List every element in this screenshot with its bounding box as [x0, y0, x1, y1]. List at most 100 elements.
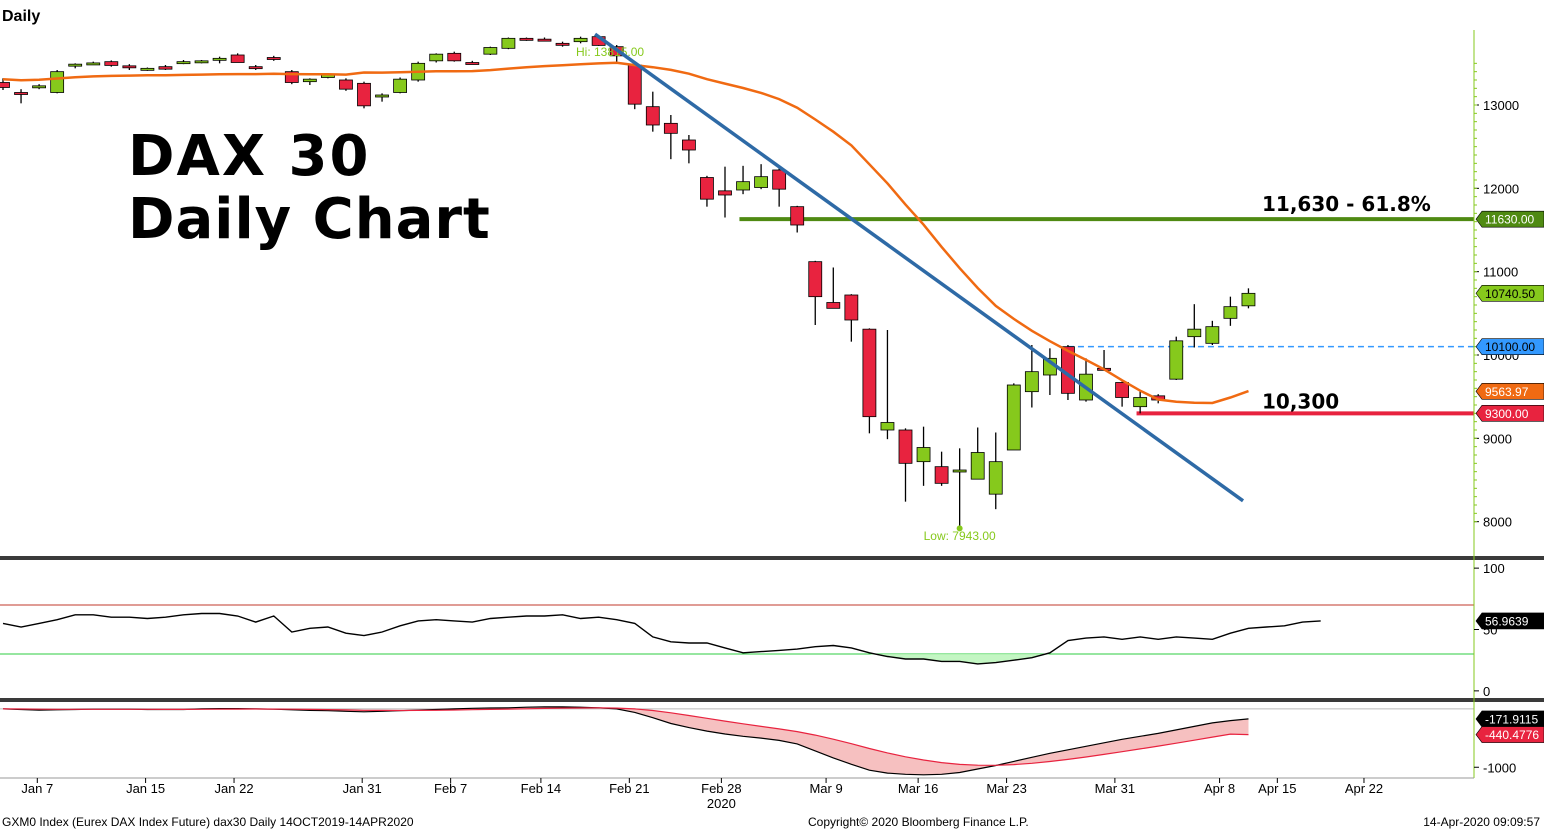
candle-up [212, 57, 227, 61]
macd-signal-line [2, 707, 1249, 766]
candle-down [465, 62, 480, 65]
x-tick-label: Feb 7 [434, 781, 467, 796]
candle-down [158, 66, 173, 70]
moving-average-line [2, 61, 1249, 405]
ma-price-tag-bg [1475, 383, 1544, 400]
candle-up [429, 53, 444, 62]
levels-layer: 11,630 - 61.8% 10,300 [739, 192, 1474, 416]
x-tick-label: Jan 31 [343, 781, 382, 796]
candle-up [375, 94, 389, 98]
candle-down [104, 61, 119, 66]
candle-down [284, 71, 299, 83]
candle-down [555, 42, 570, 46]
support-annotation: 10,300 [1262, 389, 1339, 413]
fib-annotation: 11,630 - 61.8% [1262, 192, 1431, 216]
x-tick-label: Jan 15 [126, 781, 165, 796]
trendline-layer [594, 32, 1245, 503]
price-y-tick-label: 8000 [1483, 515, 1512, 530]
candle-up [880, 422, 895, 431]
price-y-tick-label: 13000 [1483, 98, 1519, 113]
macd-fill [3, 706, 1249, 775]
last-price-tag: 10740.50 [1485, 287, 1535, 301]
chart-title-line1: DAX 30 [128, 124, 370, 189]
candle-up [1169, 340, 1184, 380]
candle-up [1133, 397, 1148, 408]
candle-down [663, 122, 678, 134]
candle-up [1223, 306, 1238, 319]
candle-down [14, 92, 28, 95]
last-price-tag-bg [1475, 284, 1544, 302]
rsi-y-tick-label: 100 [1483, 561, 1505, 576]
rsi-oversold-fill [3, 654, 1321, 664]
candle-up [736, 181, 750, 191]
macd-signal-tag-bg [1475, 726, 1544, 743]
ma-price-tag: 9563.97 [1485, 385, 1529, 399]
candle-down [862, 328, 877, 418]
rsi-y-tick-label: 0 [1483, 684, 1490, 699]
macd-y-tick-label: -1000 [1483, 760, 1516, 775]
candle-up [1205, 326, 1220, 344]
macd-last-tag-bg [1475, 710, 1544, 728]
candle-up [952, 469, 967, 473]
candle-down [826, 302, 841, 309]
candle-up [1006, 384, 1021, 451]
x-tick-label: Feb 28 [701, 781, 741, 796]
candle-down [627, 64, 642, 105]
candle-down [447, 52, 462, 62]
support-price-tag-bg [1475, 405, 1544, 422]
footer-right: 14-Apr-2020 09:09:57 [1423, 815, 1540, 829]
candle-up [86, 62, 101, 66]
candle-up [1187, 328, 1202, 338]
period-label: Daily [2, 8, 40, 25]
candle-up [194, 60, 209, 64]
x-tick-label: Mar 31 [1095, 781, 1135, 796]
candle-up [393, 78, 408, 93]
rsi-line [2, 612, 1321, 665]
x-tick-label: Feb 14 [521, 781, 561, 796]
candle-up [988, 461, 1003, 495]
candle-down [519, 37, 534, 41]
footer-left: GXM0 Index (Eurex DAX Index Future) dax3… [2, 815, 414, 829]
candle-up [501, 37, 516, 49]
candle-up [1241, 292, 1256, 307]
x-tick-label: Apr 8 [1204, 781, 1235, 796]
macd-signal-tag: -440.4776 [1485, 728, 1539, 742]
price-y-tick-label: 11000 [1483, 265, 1518, 280]
candle-down [0, 82, 10, 88]
x-year-label: 2020 [707, 796, 736, 811]
panel-separator-macd [0, 698, 1544, 702]
x-tick-label: Mar 23 [986, 781, 1026, 796]
candle-up [483, 47, 498, 55]
candle-down [339, 79, 353, 90]
candle-up [68, 63, 83, 67]
candle-down [898, 429, 913, 464]
candle-down [790, 206, 805, 226]
candle-down [266, 57, 281, 60]
candle-up [140, 67, 155, 71]
candle-down [1115, 382, 1129, 398]
candle-down [718, 190, 732, 196]
candle-down [682, 139, 696, 151]
price-y-tick-label: 12000 [1483, 181, 1519, 196]
candle-up [1024, 371, 1039, 393]
x-tick-label: Apr 22 [1345, 781, 1383, 796]
rsi-layer [0, 604, 1474, 665]
footer-center: Copyright© 2020 Bloomberg Finance L.P. [808, 815, 1029, 829]
macd-line [2, 706, 1249, 776]
candle-down [772, 169, 787, 190]
macd-last-tag: -171.9115 [1485, 712, 1538, 726]
axis-layer: 8000900010000110001200013000050100-1000J… [0, 30, 1544, 811]
candle-up [50, 71, 65, 93]
x-tick-label: Jan 7 [21, 781, 53, 796]
x-tick-label: Mar 16 [898, 781, 938, 796]
candle-down [248, 66, 263, 70]
x-tick-label: Feb 21 [609, 781, 649, 796]
fib-price-tag-bg [1475, 210, 1544, 228]
chart-title-line2: Daily Chart [128, 187, 491, 252]
candle-up [32, 85, 46, 89]
candle-up [916, 447, 931, 463]
moving-average-layer [2, 61, 1249, 405]
x-tick-label: Jan 22 [215, 781, 254, 796]
